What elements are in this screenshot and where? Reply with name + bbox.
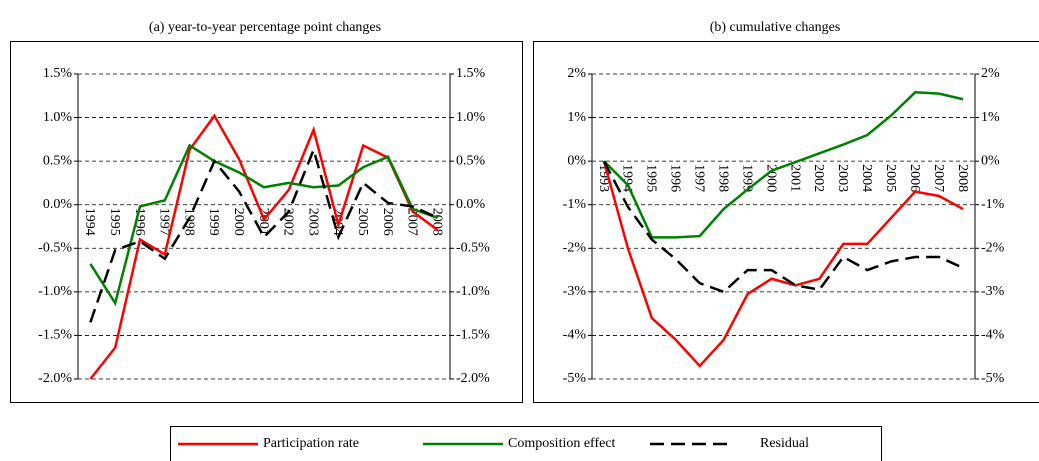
y2-tick-label: -4% <box>981 328 1005 343</box>
legend-frame <box>170 426 882 461</box>
y-tick-label: 1% <box>567 110 586 125</box>
y-tick-label: -0.5% <box>38 241 72 256</box>
x-tick-label: 2000 <box>231 208 246 236</box>
series-line <box>602 160 964 294</box>
y-tick-label: -1.0% <box>38 284 72 299</box>
y2-tick-label: -2.0% <box>456 371 490 386</box>
y2-tick-label: -5% <box>981 371 1005 386</box>
x-tick-label: 2003 <box>305 208 320 236</box>
x-tick-label: 2005 <box>355 208 370 236</box>
y-tick-label: 0.5% <box>43 153 73 168</box>
x-tick-label: 2008 <box>955 164 970 192</box>
x-tick-label: 2001 <box>787 164 802 192</box>
y-tick-label: 2% <box>567 66 586 81</box>
y2-tick-label: 1.5% <box>456 66 486 81</box>
chart-title: (b) cumulative changes <box>710 20 841 35</box>
series-line <box>89 143 439 307</box>
y2-tick-label: 1% <box>981 110 1000 125</box>
x-tick-label: 1999 <box>739 164 754 192</box>
x-tick-label: 2006 <box>907 164 922 192</box>
x-tick-label: 1995 <box>644 164 659 192</box>
x-tick-label: 1995 <box>107 208 122 236</box>
y-tick-label: -1% <box>563 197 587 212</box>
y2-tick-label: -1.0% <box>456 284 490 299</box>
x-tick-label: 1998 <box>715 164 730 192</box>
y-tick-label: -3% <box>563 284 587 299</box>
y2-tick-label: 0% <box>981 153 1000 168</box>
y2-tick-label: -1.5% <box>456 328 490 343</box>
panel-frame <box>10 41 523 403</box>
chart-title: (a) year-to-year percentage point change… <box>149 20 381 35</box>
series-line <box>89 145 439 323</box>
series-line <box>603 91 964 239</box>
x-tick-label: 1996 <box>668 164 683 192</box>
y-tick-label: -2% <box>563 241 587 256</box>
x-tick-label: 1994 <box>620 164 635 192</box>
legend-label: Participation rate <box>263 436 359 451</box>
y-tick-label: 1.5% <box>43 66 73 81</box>
series-line <box>89 113 439 380</box>
y-tick-label: 0% <box>567 153 586 168</box>
y2-tick-label: 2% <box>981 66 1000 81</box>
x-tick-label: 1997 <box>157 208 172 236</box>
x-tick-label: 2007 <box>931 164 946 192</box>
legend-label: Composition effect <box>508 436 616 451</box>
x-tick-label: 2003 <box>835 164 850 192</box>
x-tick-label: 2008 <box>429 208 444 236</box>
y2-tick-label: -1% <box>981 197 1005 212</box>
x-tick-label: 1999 <box>206 208 221 236</box>
x-tick-label: 2002 <box>811 164 826 192</box>
legend-label: Residual <box>760 436 809 451</box>
y-tick-label: -2.0% <box>38 371 72 386</box>
panel-frame <box>533 41 1039 403</box>
x-tick-label: 1997 <box>692 164 707 192</box>
x-tick-label: 2006 <box>380 208 395 236</box>
y2-tick-label: 0.0% <box>456 197 486 212</box>
x-tick-label: 2005 <box>883 164 898 192</box>
y-tick-label: 1.0% <box>43 110 73 125</box>
y-tick-label: -5% <box>563 371 587 386</box>
x-tick-label: 2004 <box>859 164 874 192</box>
x-tick-label: 2000 <box>763 164 778 192</box>
y2-tick-label: 0.5% <box>456 153 486 168</box>
y2-tick-label: -2% <box>981 241 1005 256</box>
y-tick-label: -1.5% <box>38 328 72 343</box>
x-tick-label: 1994 <box>82 208 97 236</box>
y2-tick-label: -0.5% <box>456 241 490 256</box>
y2-tick-label: 1.0% <box>456 110 486 125</box>
y2-tick-label: -3% <box>981 284 1005 299</box>
series-line <box>602 160 964 368</box>
y-tick-label: 0.0% <box>43 197 73 212</box>
y-tick-label: -4% <box>563 328 587 343</box>
x-tick-label: 1998 <box>181 208 196 236</box>
